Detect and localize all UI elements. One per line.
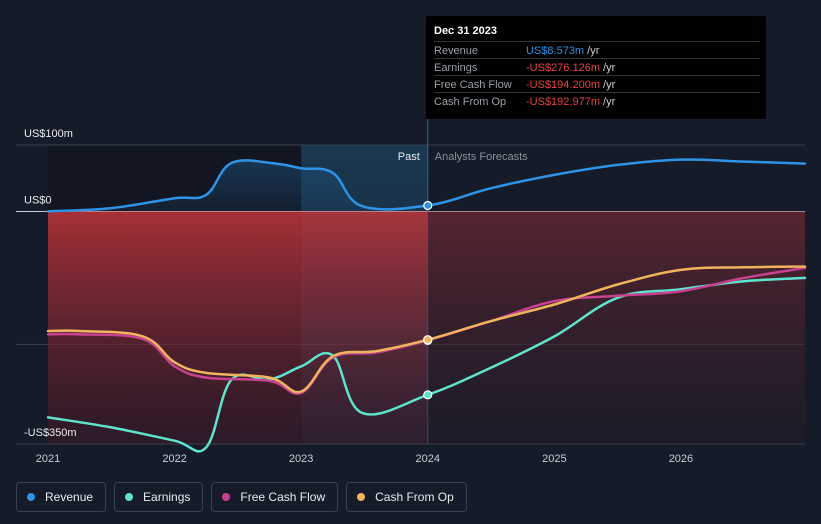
x-tick-label: 2025 — [542, 453, 566, 465]
series-line-revenue — [46, 158, 807, 213]
legend-item-free-cash-flow[interactable]: Free Cash Flow — [211, 482, 339, 512]
negative-area-past — [48, 211, 428, 444]
tooltip-row-cash-from-op: Cash From Op -US$192.977m /yr — [434, 92, 760, 110]
y-tick-label: -US$350m — [24, 427, 77, 439]
legend-dot-icon — [27, 493, 35, 501]
tooltip-row-revenue: Revenue US$8.573m /yr — [434, 41, 760, 59]
tooltip: Dec 31 2023 Revenue US$8.573m /yr Earnin… — [426, 16, 766, 119]
chart-text: US$100m US$0 -US$350m 2021 2022 2023 2024 2025 2… — [24, 128, 693, 465]
x-tick-label: 2022 — [162, 453, 186, 465]
tooltip-value: -US$194.200m /yr — [526, 79, 616, 91]
legend-item-revenue[interactable]: Revenue — [16, 482, 107, 512]
legend-label: Revenue — [45, 490, 94, 504]
hover-markers — [423, 200, 433, 400]
x-tick-label: 2026 — [669, 453, 693, 465]
tooltip-value: -US$192.977m /yr — [526, 96, 616, 108]
series-line-earnings — [46, 276, 807, 453]
tooltip-value: -US$276.126m /yr — [526, 62, 616, 74]
legend-dot-icon — [222, 493, 231, 501]
legend-item-earnings[interactable]: Earnings — [114, 482, 204, 512]
series-line-free-cash-flow — [46, 266, 807, 395]
tooltip-label: Free Cash Flow — [434, 79, 512, 91]
tooltip-label: Cash From Op — [434, 96, 507, 108]
marker-earnings — [423, 390, 433, 400]
legend-label: Cash From Op — [375, 490, 454, 504]
tooltip-label: Earnings — [434, 62, 478, 74]
forecast-label: Analysts Forecasts — [435, 151, 528, 163]
y-tick-label: US$100m — [24, 128, 73, 140]
x-tick-label: 2023 — [289, 453, 313, 465]
tooltip-row-free-cash-flow: Free Cash Flow -US$194.200m /yr — [434, 75, 760, 93]
legend-dot-icon — [357, 493, 366, 501]
legend: Revenue Earnings Free Cash Flow Cash Fro… — [16, 482, 467, 512]
tooltip-row-earnings: Earnings -US$276.126m /yr — [434, 58, 760, 76]
tooltip-value: US$8.573m /yr — [526, 45, 600, 57]
marker-cash-from-op — [423, 335, 433, 345]
legend-label: Free Cash Flow — [240, 490, 326, 504]
negative-area-forecast — [427, 211, 805, 444]
legend-item-cash-from-op[interactable]: Cash From Op — [346, 482, 467, 512]
series-line-cash-from-op — [46, 265, 807, 394]
legend-label: Earnings — [143, 490, 191, 504]
tooltip-label: Revenue — [434, 45, 479, 57]
tooltip-date: Dec 31 2023 — [434, 25, 497, 37]
y-tick-label: US$0 — [24, 194, 52, 206]
series-lines — [46, 158, 807, 453]
marker-revenue — [423, 200, 433, 211]
legend-dot-icon — [125, 493, 134, 501]
past-label: Past — [398, 151, 420, 163]
x-tick-label: 2021 — [36, 453, 60, 465]
x-tick-label: 2024 — [416, 453, 440, 465]
